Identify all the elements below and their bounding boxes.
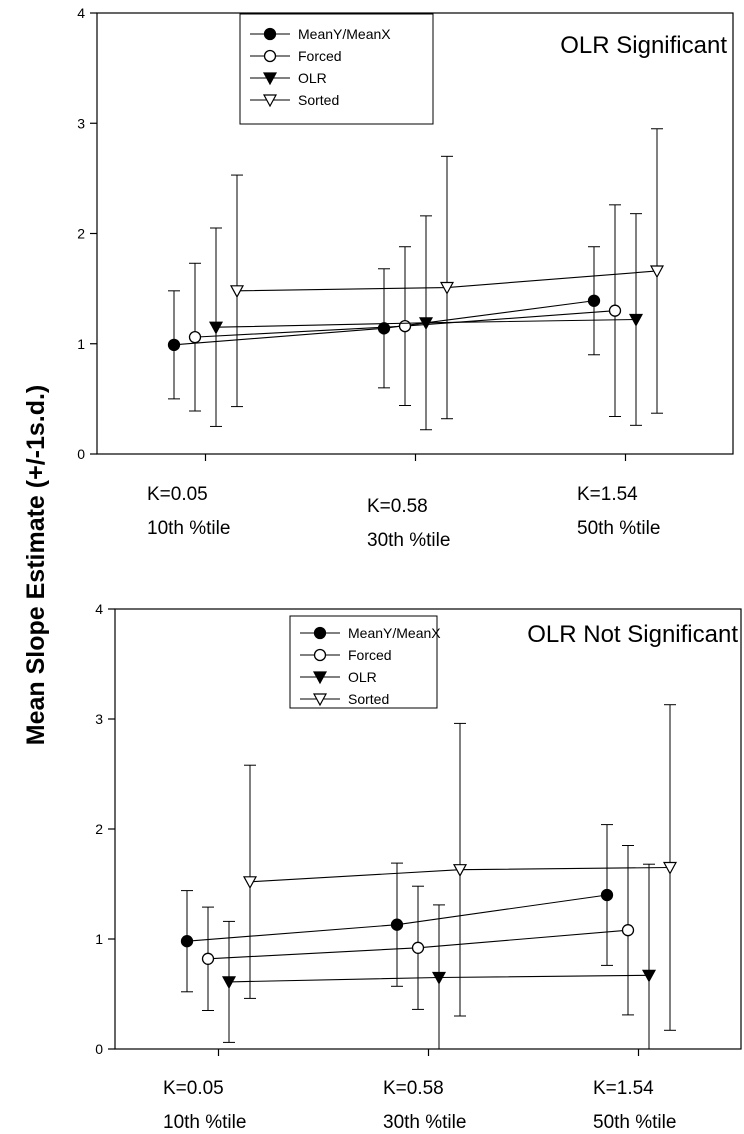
group-label-line2: 10th %tile — [163, 1112, 246, 1133]
marker-forced — [608, 304, 622, 317]
legend-marker-forced — [313, 648, 327, 662]
marker-olr — [208, 321, 224, 335]
group-label-line2: 50th %tile — [593, 1112, 676, 1133]
y-tick-label: 0 — [77, 446, 85, 462]
y-tick-label: 3 — [77, 115, 85, 131]
marker-forced — [621, 924, 635, 937]
marker-meany-meanx — [167, 338, 181, 352]
legend-marker-olr — [312, 671, 328, 685]
marker-olr — [418, 317, 434, 331]
panel-olr-significant: 0 1 2 3 4 OLR Significant MeanY/MeanX Forced OLR… — [77, 5, 734, 551]
legend-label-meany-meanx: MeanY/MeanX — [348, 625, 441, 641]
marker-olr — [628, 313, 644, 327]
panel-title: OLR Not Significant — [527, 621, 738, 648]
marker-sorted — [229, 285, 245, 299]
group-label-line1: K=1.54 — [577, 484, 638, 505]
marker-forced — [411, 941, 425, 954]
legend-marker-meany-meanx — [313, 626, 327, 640]
group-label-line2: 30th %tile — [383, 1112, 466, 1133]
marker-sorted — [242, 876, 258, 890]
legend-marker-meany-meanx — [263, 27, 277, 41]
marker-sorted — [452, 864, 468, 877]
legend-marker-forced — [263, 49, 277, 63]
y-tick-label: 1 — [77, 336, 85, 352]
panel-title: OLR Significant — [560, 32, 727, 59]
marker-meany-meanx — [390, 918, 404, 931]
y-tick-label: 0 — [95, 1041, 103, 1057]
marker-meany-meanx — [180, 935, 194, 948]
group-label-line2: 50th %tile — [577, 518, 660, 539]
marker-olr — [221, 976, 237, 990]
legend-label-meany-meanx: MeanY/MeanX — [298, 26, 391, 42]
group-label-line1: K=1.54 — [593, 1078, 654, 1099]
legend-label-olr: OLR — [348, 669, 377, 685]
legend-marker-sorted — [262, 94, 278, 108]
legend-label-sorted: Sorted — [348, 691, 389, 707]
legend-label-forced: Forced — [348, 647, 392, 663]
group-label-line1: K=0.58 — [383, 1078, 444, 1099]
legend-marker-olr — [262, 72, 278, 86]
group-label-line1: K=0.58 — [367, 496, 428, 517]
marker-sorted — [662, 861, 678, 875]
marker-forced — [201, 952, 215, 965]
group-label-line1: K=0.05 — [147, 484, 208, 505]
panel-olr-not-significant: 0 1 2 3 4 OLR Not Significant MeanY/MeanX Force… — [95, 601, 742, 1133]
marker-sorted — [439, 281, 455, 295]
legend-marker-sorted — [312, 693, 328, 707]
marker-forced — [398, 319, 412, 333]
y-axis-label: Mean Slope Estimate (+/-1s.d.) — [22, 385, 50, 746]
legend-label-sorted: Sorted — [298, 92, 339, 108]
y-tick-label: 2 — [77, 226, 85, 242]
y-tick-label: 4 — [95, 601, 103, 617]
group-label-line1: K=0.05 — [163, 1078, 224, 1099]
marker-forced — [188, 330, 202, 344]
legend-label-olr: OLR — [298, 70, 327, 86]
y-tick-label: 2 — [95, 821, 103, 837]
marker-olr — [431, 971, 447, 985]
marker-meany-meanx — [600, 888, 614, 902]
marker-meany-meanx — [587, 294, 601, 307]
legend-label-forced: Forced — [298, 48, 342, 64]
y-tick-label: 4 — [77, 5, 85, 21]
y-tick-label: 1 — [95, 931, 103, 947]
group-label-line2: 30th %tile — [367, 530, 450, 551]
marker-sorted — [649, 265, 665, 279]
marker-olr — [641, 969, 657, 983]
y-tick-label: 3 — [95, 711, 103, 727]
group-label-line2: 10th %tile — [147, 518, 230, 539]
marker-meany-meanx — [377, 322, 391, 335]
